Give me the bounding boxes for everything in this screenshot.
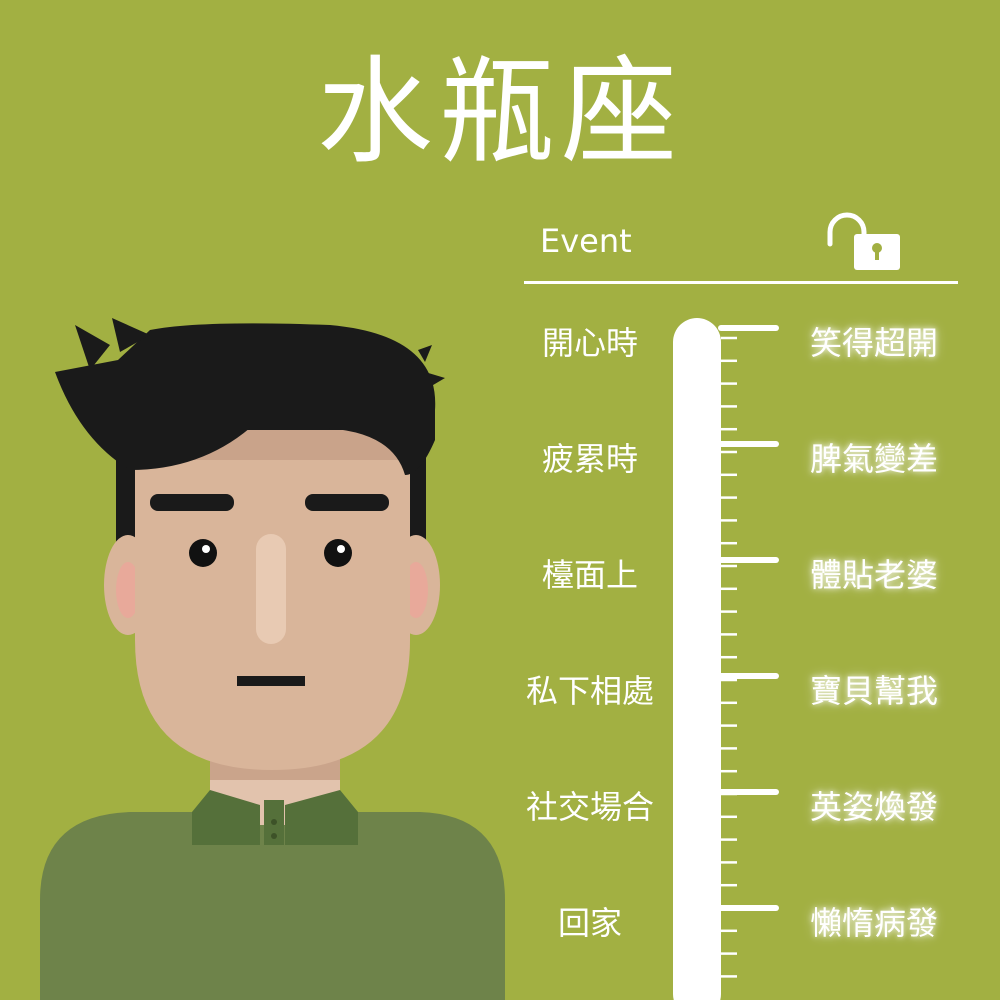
- shirt: [40, 812, 505, 1000]
- reaction-label: 脾氣變差: [809, 440, 938, 478]
- event-column-label: Event: [540, 222, 632, 260]
- mouth: [237, 676, 305, 686]
- hair-front: [55, 323, 436, 475]
- collar: [192, 790, 260, 845]
- unlocked-padlock-icon: [827, 212, 900, 270]
- right-eye: [324, 539, 352, 567]
- page-title: 水瓶座: [317, 45, 683, 180]
- scale-major-ticks: [718, 325, 779, 911]
- event-label: 社交場合: [525, 788, 654, 826]
- event-label: 檯面上: [541, 556, 638, 594]
- reaction-label: 懶惰病發: [809, 904, 938, 942]
- event-label: 疲累時: [541, 440, 638, 478]
- event-label: 開心時: [541, 324, 638, 362]
- event-label: 私下相處: [525, 672, 654, 710]
- reaction-label: 英姿煥發: [809, 788, 938, 826]
- event-label: 回家: [557, 904, 622, 942]
- nose: [256, 534, 286, 644]
- left-eye: [189, 539, 217, 567]
- reaction-label: 寶貝幫我: [809, 672, 938, 710]
- reaction-label: 體貼老婆: [809, 556, 938, 594]
- reaction-label: 笑得超開: [809, 324, 938, 362]
- left-eyebrow: [150, 494, 234, 511]
- right-eyebrow: [305, 494, 389, 511]
- scale-tube: [673, 318, 721, 1000]
- header-divider: [524, 281, 958, 284]
